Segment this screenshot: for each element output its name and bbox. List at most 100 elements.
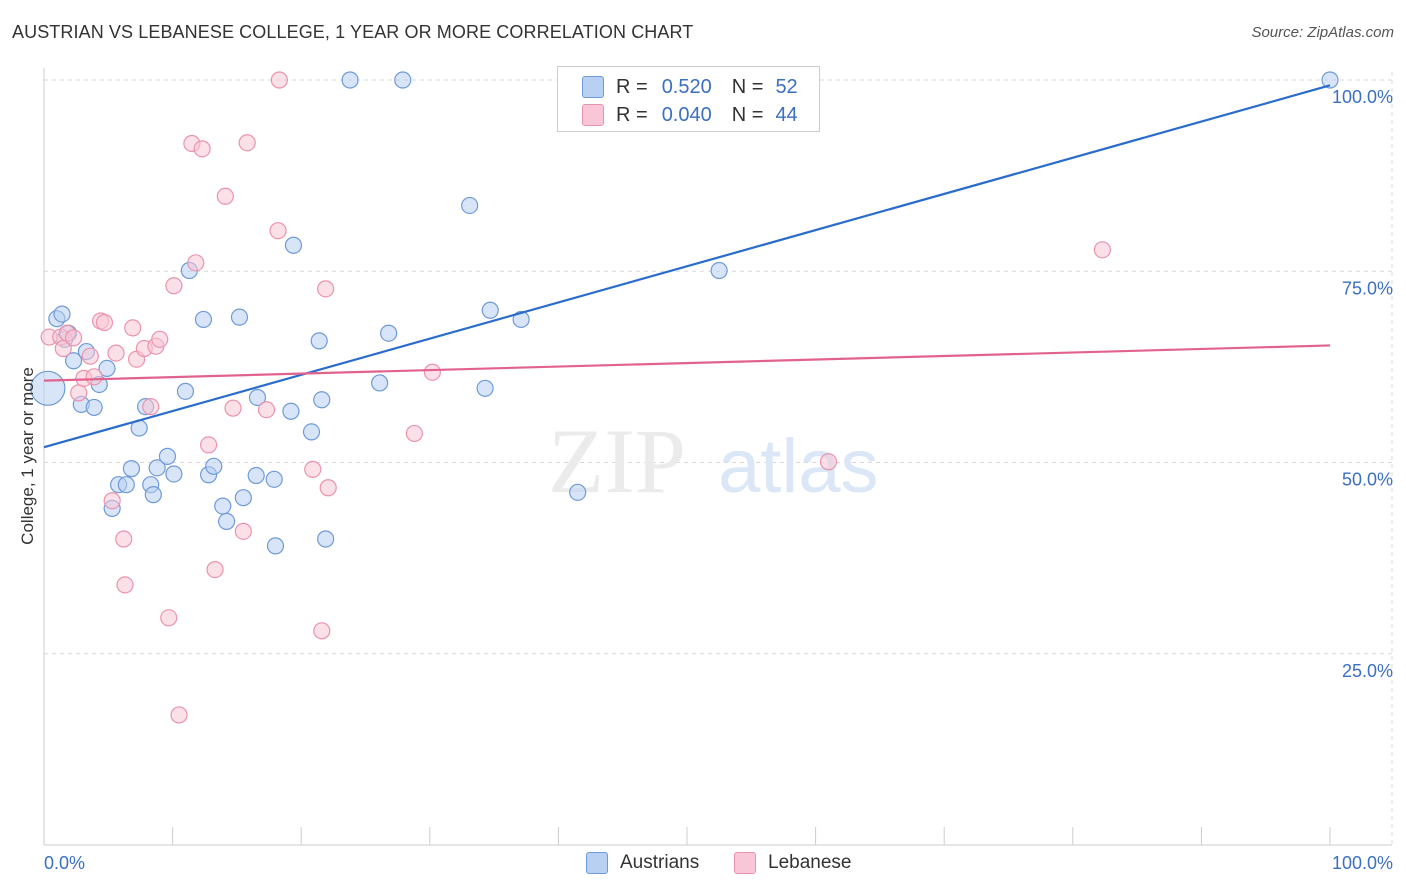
austrians-point[interactable] [53,305,71,323]
lebanese-point[interactable] [1093,241,1111,259]
lebanese-point[interactable] [200,436,218,454]
austrians-point[interactable] [158,447,177,465]
correlation-legend: R = 0.520 N = 52 R = 0.040 N = 44 [557,66,820,132]
lebanese-point[interactable] [165,277,183,295]
austrians-point[interactable] [85,398,103,417]
lebanese-point[interactable] [224,399,242,417]
lebanese-point[interactable] [187,254,205,272]
axis-layer: 25.0% 50.0% 75.0% 100.0% 0.0% 100.0% [43,68,1393,873]
austrians-point[interactable] [98,359,116,378]
austrians-swatch-icon [582,76,604,98]
austrians-point[interactable] [265,470,283,488]
austrians-point[interactable] [122,460,141,478]
lebanese-point[interactable] [313,622,331,640]
austrians-point[interactable] [512,310,530,329]
lebanese-point[interactable] [142,398,160,416]
legend-row-austrians: R = 0.520 N = 52 [582,73,798,101]
lebanese-point[interactable] [257,401,276,419]
watermark-zip: ZIP [548,410,686,512]
lebanese-legend-icon [734,852,756,874]
lebanese-point[interactable] [64,329,83,347]
lebanese-point[interactable] [319,479,337,497]
legend-label-lebanese: Lebanese [768,852,852,873]
austrians-trend-line [43,84,1331,449]
lebanese-point[interactable] [115,530,133,548]
legend-item-lebanese[interactable]: Lebanese [734,852,851,874]
austrians-point[interactable] [247,466,265,485]
austrians-point[interactable] [64,352,83,370]
legend-label-austrians: Austrians [620,852,700,873]
x-tick-label-min: 0.0% [44,853,85,873]
austrians-n-value: 52 [775,75,798,98]
x-tick-label-max: 100.0% [1332,853,1393,873]
y-tick-label: 25.0% [1342,661,1393,681]
lebanese-point[interactable] [270,71,288,89]
austrians-point[interactable] [148,459,166,477]
austrians-point[interactable] [371,374,389,392]
lebanese-point[interactable] [819,453,838,471]
lebanese-point[interactable] [304,460,322,478]
lebanese-point[interactable] [423,363,441,381]
austrians-point[interactable] [248,388,267,407]
austrians-point[interactable] [194,310,213,329]
austrians-point[interactable] [234,489,252,507]
austrians-point[interactable] [230,308,249,326]
austrians-point[interactable] [117,476,135,494]
austrians-point[interactable] [317,530,335,548]
legend-item-austrians[interactable]: Austrians [586,852,699,874]
lebanese-point[interactable] [160,609,178,627]
austrians-point[interactable] [284,236,303,254]
austrians-point[interactable] [394,71,412,89]
lebanese-point[interactable] [116,576,134,594]
lebanese-point[interactable] [317,280,335,298]
austrians-legend-icon [586,852,608,874]
series-legend: Austrians Lebanese [0,852,1406,878]
austrians-point[interactable] [341,71,359,89]
lebanese-point[interactable] [238,134,256,152]
lebanese-point[interactable] [170,706,188,724]
austrians-point[interactable] [282,402,300,420]
austrians-point[interactable] [569,483,587,501]
austrians-point[interactable] [481,301,499,319]
austrians-point[interactable] [176,382,195,400]
lebanese-point[interactable] [95,313,114,332]
lebanese-point[interactable] [405,424,423,443]
lebanese-point[interactable] [193,140,211,158]
lebanese-point[interactable] [216,187,234,205]
austrians-point[interactable] [205,457,223,475]
legend-row-lebanese: R = 0.040 N = 44 [582,101,798,129]
austrians-point[interactable] [302,423,321,441]
y-tick-label: 50.0% [1342,470,1393,490]
austrians-point[interactable] [313,391,331,409]
austrians-point[interactable] [165,465,183,483]
austrians-point[interactable] [218,512,236,531]
austrians-point[interactable] [710,261,728,280]
lebanese-point[interactable] [103,492,121,510]
lebanese-point[interactable] [234,522,252,540]
lebanese-point[interactable] [85,368,103,386]
austrians-point[interactable] [461,196,479,215]
lebanese-trend-line [43,344,1331,382]
austrians-r-value: 0.520 [661,75,712,98]
y-axis-label: College, 1 year or more [18,367,37,545]
austrians-point[interactable] [380,324,398,342]
austrians-point[interactable] [1321,71,1339,89]
austrians-point[interactable] [310,332,328,350]
lebanese-point[interactable] [70,384,88,402]
lebanese-point[interactable] [269,222,287,240]
y-tick-label: 75.0% [1342,278,1393,298]
watermark-atlas: atlas [718,424,879,509]
lebanese-point[interactable] [206,560,224,579]
n-label: N = [731,75,764,98]
source-credit: Source: ZipAtlas.com [1251,24,1394,41]
r-label: R = [616,103,648,126]
lebanese-point[interactable] [81,347,99,365]
austrians-point[interactable] [214,497,232,515]
austrians-point[interactable] [266,537,285,555]
lebanese-point[interactable] [107,344,125,362]
austrians-point[interactable] [476,379,494,397]
n-label: N = [731,103,764,126]
austrians-point[interactable] [144,486,162,504]
lebanese-point[interactable] [151,330,169,348]
lebanese-point[interactable] [124,319,142,337]
